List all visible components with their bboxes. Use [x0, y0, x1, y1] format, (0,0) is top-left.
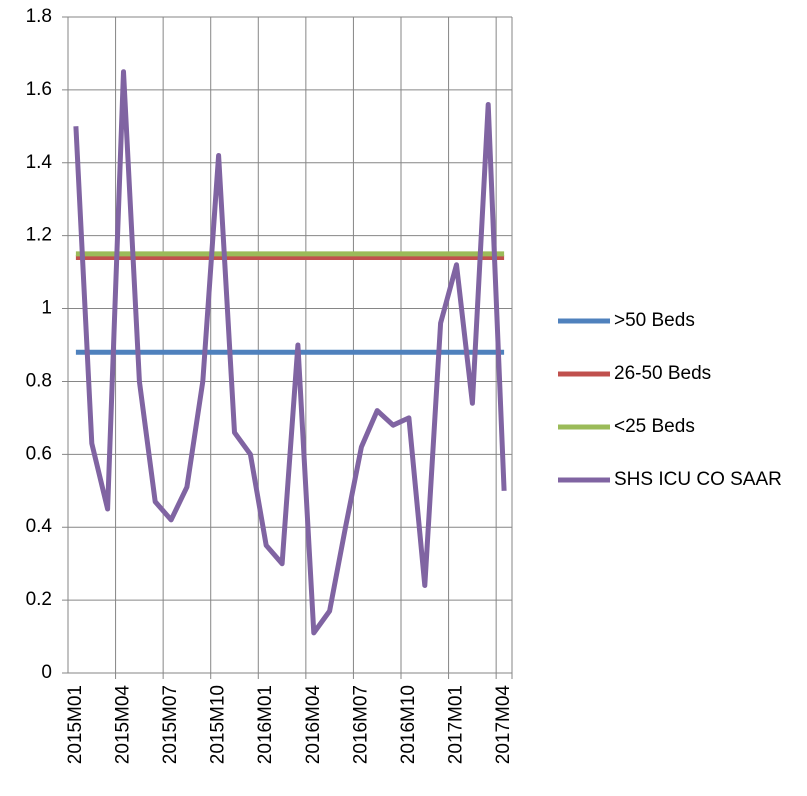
x-tick-label: 2016M04	[303, 685, 324, 765]
x-tick-label: 2017M04	[493, 685, 514, 765]
x-tick-label: 2015M07	[160, 685, 181, 764]
legend-label: SHS ICU CO SAAR	[614, 469, 782, 490]
y-tick-label: 0	[41, 662, 52, 683]
y-tick-label: 0.8	[26, 370, 52, 391]
x-tick-label: 2016M01	[255, 685, 276, 764]
y-tick-label: 0.6	[26, 443, 52, 464]
y-tick-label: 1	[41, 298, 52, 319]
x-tick-label: 2015M01	[65, 685, 86, 764]
x-tick-label: 2016M10	[398, 685, 419, 764]
legend-label: >50 Beds	[614, 310, 695, 331]
x-tick-label: 2016M07	[350, 685, 371, 764]
y-tick-label: 1.4	[26, 152, 53, 173]
x-tick-label: 2015M10	[208, 685, 229, 764]
y-tick-label: 1.2	[26, 225, 52, 246]
legend-label: 26-50 Beds	[614, 363, 711, 384]
series-line	[73, 69, 507, 636]
y-tick-label: 0.2	[26, 589, 52, 610]
x-tick-label: 2015M04	[113, 685, 134, 765]
y-tick-label: 1.6	[26, 79, 52, 100]
y-tick-label: 1.8	[26, 6, 52, 27]
legend-label: <25 Beds	[614, 416, 695, 437]
x-tick-label: 2017M01	[446, 685, 467, 764]
y-tick-label: 0.4	[26, 516, 53, 537]
